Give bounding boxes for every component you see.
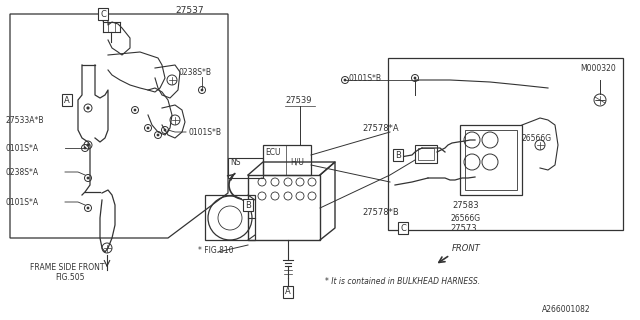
Text: 26566G: 26566G (522, 133, 552, 142)
Bar (465, 130, 517, 190)
Text: FRAME SIDE FRONT: FRAME SIDE FRONT (30, 263, 104, 273)
Circle shape (147, 127, 149, 129)
Text: 27537: 27537 (175, 5, 204, 14)
Circle shape (86, 143, 90, 147)
Text: A266001082: A266001082 (542, 306, 591, 315)
Circle shape (86, 107, 90, 110)
Circle shape (86, 177, 90, 180)
Text: ECU: ECU (265, 148, 280, 156)
Bar (418, 148, 434, 160)
Text: NS: NS (230, 157, 241, 166)
Text: 0101S*A: 0101S*A (5, 197, 38, 206)
Bar (205, 195, 255, 240)
Text: * It is contained in BULKHEAD HARNESS.: * It is contained in BULKHEAD HARNESS. (325, 277, 480, 286)
Circle shape (200, 89, 204, 92)
Text: FRONT: FRONT (452, 244, 481, 252)
Bar (415, 145, 437, 163)
Bar (388, 58, 623, 230)
Text: A: A (285, 287, 291, 297)
Circle shape (157, 134, 159, 136)
Text: FIG.505: FIG.505 (55, 274, 84, 283)
Text: 26566G: 26566G (450, 213, 480, 222)
Text: 27533A*B: 27533A*B (5, 116, 44, 124)
Circle shape (84, 147, 86, 149)
Bar (460, 125, 522, 195)
Text: 0238S*B: 0238S*B (178, 68, 211, 76)
Text: 0101S*B: 0101S*B (188, 127, 221, 137)
Text: B: B (395, 150, 401, 159)
Text: M000320: M000320 (580, 63, 616, 73)
Circle shape (86, 207, 90, 209)
Text: 0101S*B: 0101S*B (348, 74, 381, 83)
Text: 27573: 27573 (450, 223, 477, 233)
Circle shape (164, 129, 166, 132)
Text: 27578*B: 27578*B (362, 207, 399, 217)
Text: 27578*A: 27578*A (362, 124, 399, 132)
Text: B: B (245, 201, 251, 210)
Bar (263, 145, 311, 175)
Bar (228, 158, 263, 178)
Text: C: C (400, 223, 406, 233)
Text: 0238S*A: 0238S*A (5, 167, 38, 177)
Text: A: A (64, 95, 70, 105)
Text: 27539: 27539 (285, 95, 312, 105)
Text: C: C (100, 10, 106, 19)
Circle shape (344, 79, 346, 81)
Text: H/U: H/U (290, 157, 304, 166)
Text: 0101S*A: 0101S*A (5, 143, 38, 153)
Text: 27583: 27583 (452, 201, 479, 210)
Text: * FIG.810: * FIG.810 (198, 245, 234, 254)
Circle shape (134, 108, 136, 111)
Circle shape (413, 76, 417, 79)
